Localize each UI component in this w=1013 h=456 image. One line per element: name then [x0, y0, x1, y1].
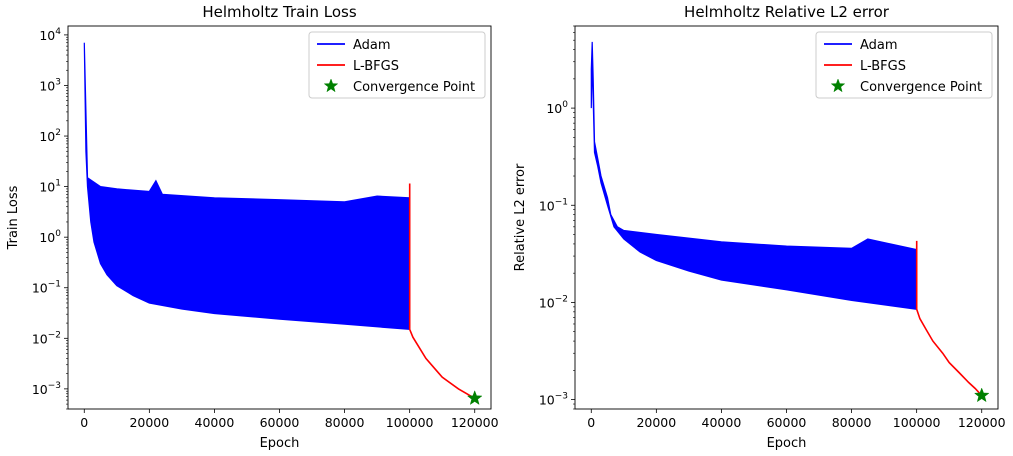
x-tick-label: 60000: [260, 415, 300, 430]
x-tick-label: 80000: [832, 415, 872, 430]
legend: Adam L-BFGS Convergence Point: [815, 31, 993, 99]
chart-title: Helmholtz Train Loss: [202, 3, 357, 21]
x-tick-label: 40000: [702, 415, 742, 430]
legend-label: L-BFGS: [353, 59, 399, 74]
x-tick-label: 120000: [451, 415, 499, 430]
x-tick-label: 100000: [893, 415, 941, 430]
y-tick-label: 104: [39, 27, 61, 43]
y-tick-label: 101: [39, 179, 61, 195]
y-tick-label: 10−1: [539, 197, 568, 213]
y-tick-label: 102: [39, 128, 61, 144]
legend: Adam L-BFGS Convergence Point: [308, 31, 486, 99]
x-tick-label: 20000: [129, 415, 169, 430]
series-adam-band: [83, 42, 411, 331]
x-tick-label: 60000: [767, 415, 807, 430]
legend-label: Convergence Point: [860, 80, 982, 95]
x-tick-label: 40000: [195, 415, 235, 430]
y-tick-label: 10−2: [32, 330, 61, 346]
legend-box: [815, 31, 993, 99]
legend-label: Convergence Point: [353, 80, 475, 95]
x-tick-label: 120000: [958, 415, 1006, 430]
x-tick-label: 0: [80, 415, 88, 430]
legend-label: Adam: [353, 38, 391, 53]
plot-frame: [574, 25, 999, 410]
legend-label: Adam: [860, 38, 898, 53]
y-axis-label: Train Loss: [6, 185, 21, 250]
legend-marker: [323, 78, 339, 93]
y-tick-label: 10−1: [32, 280, 61, 296]
x-tick-label: 0: [587, 415, 595, 430]
y-tick-label: 103: [39, 77, 61, 93]
y-tick-label: 10−3: [32, 381, 61, 397]
legend-marker: [830, 78, 846, 93]
x-axis-label: Epoch: [260, 436, 300, 451]
legend-label: L-BFGS: [860, 59, 906, 74]
relative-l2-error-chart: Helmholtz Relative L2 error 0 20000 40000 60…: [513, 3, 1006, 451]
series-lbfgs-line: [408, 183, 476, 399]
legend-box: [308, 31, 486, 99]
convergence-point-marker: [466, 390, 483, 405]
y-tick-label: 10−3: [539, 392, 568, 408]
convergence-point-marker: [973, 387, 990, 403]
x-axis-label: Epoch: [767, 436, 807, 451]
series-lbfgs-line: [915, 240, 983, 397]
y-axis-label: Relative L2 error: [513, 163, 528, 271]
train-loss-chart: Helmholtz Train Loss 0 20000 40000 60000 8000…: [6, 3, 499, 451]
x-tick-label: 20000: [636, 415, 676, 430]
x-tick-label: 100000: [386, 415, 434, 430]
plot-frame: [67, 25, 492, 410]
y-tick-label: 10−2: [539, 294, 568, 310]
y-tick-label: 100: [39, 229, 61, 245]
y-tick-label: 100: [546, 100, 568, 116]
chart-title: Helmholtz Relative L2 error: [684, 3, 890, 21]
x-tick-label: 80000: [325, 415, 365, 430]
